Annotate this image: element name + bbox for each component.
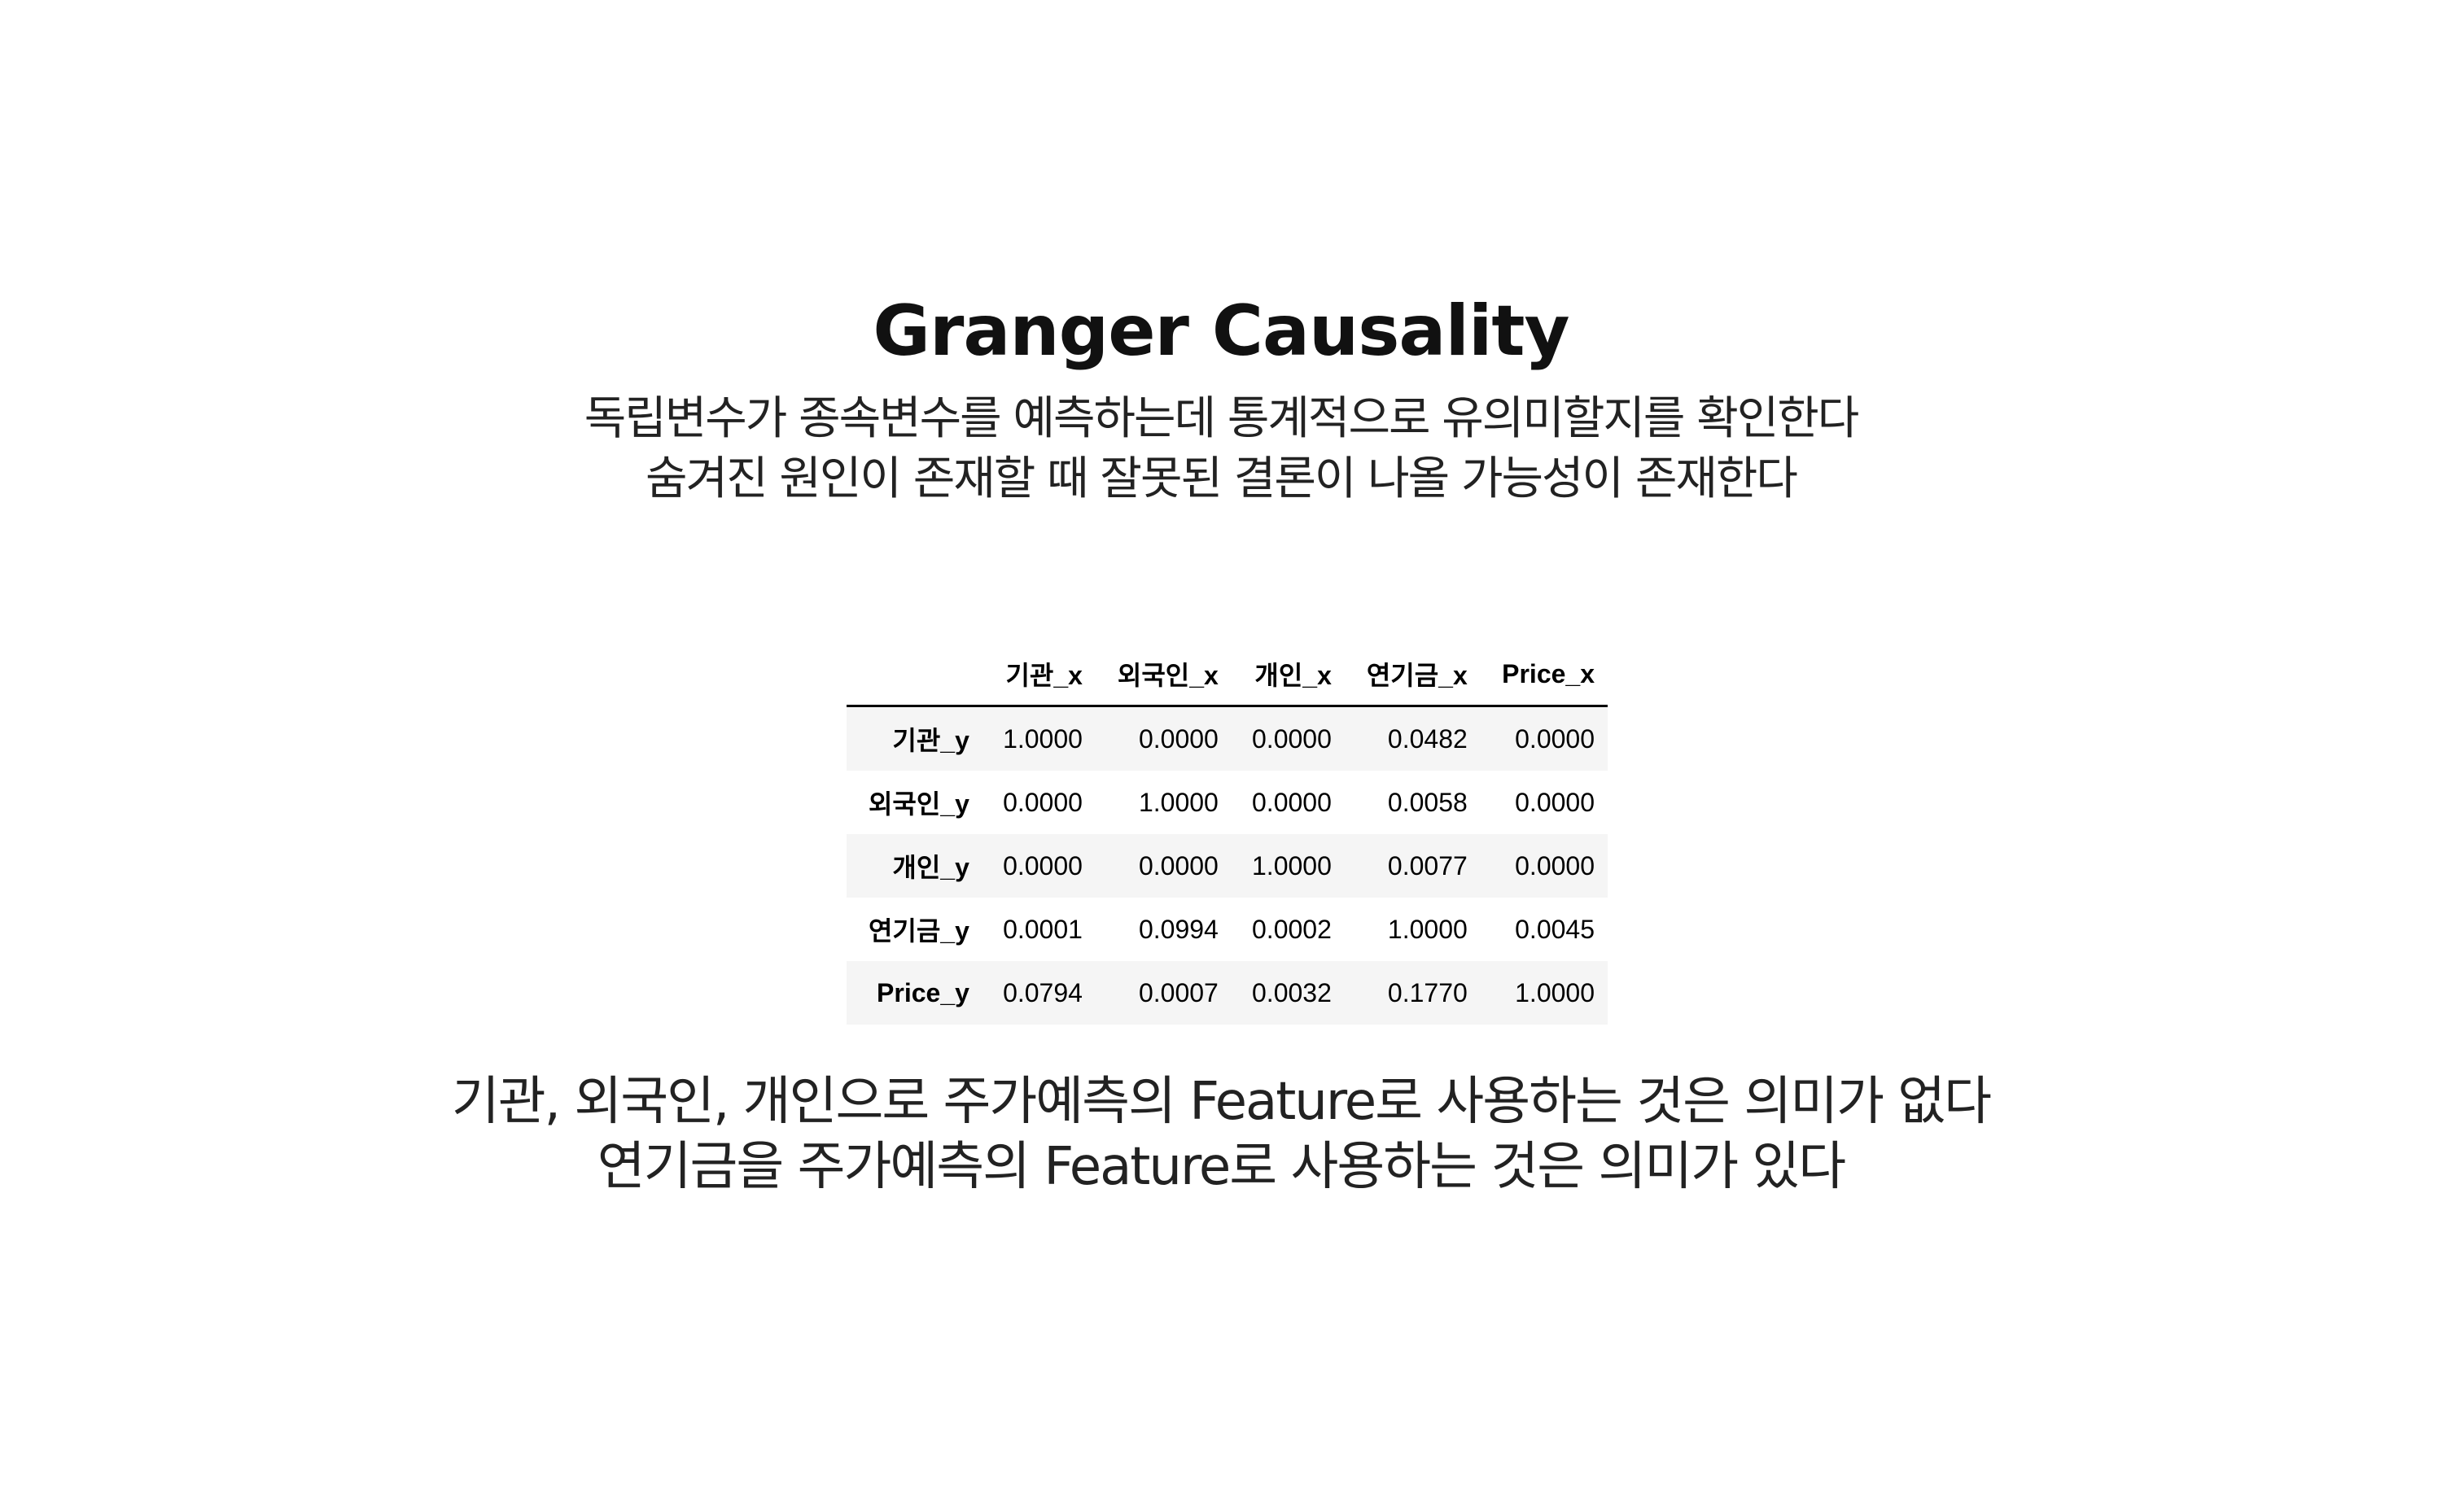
table-cell: 0.0000: [1515, 723, 1595, 754]
table-cell: 0.0000: [1515, 850, 1595, 881]
table-cell: 0.0000: [1003, 850, 1083, 881]
column-header: 연기금_x: [1344, 643, 1481, 707]
conclusion-line-1: 기관, 외국인, 개인으로 주가예측의 Feature로 사용하는 것은 의미가…: [451, 1072, 1992, 1132]
table-cell: 0.0045: [1515, 914, 1595, 944]
row-header: 연기금_y: [868, 916, 969, 946]
table-header-row: 기관_x 외국인_x 개인_x 연기금_x Price_x: [847, 643, 1608, 707]
table-cell: 0.0000: [1252, 787, 1332, 817]
column-header: 외국인_x: [1095, 643, 1232, 707]
table-cell: 1.0000: [1515, 977, 1595, 1007]
subtitle-line-2: 숨겨진 원인이 존재할 때 잘못된 결론이 나올 가능성이 존재한다: [646, 452, 1798, 505]
granger-pvalue-table: 기관_x 외국인_x 개인_x 연기금_x Price_x 기관_y 1.000…: [847, 643, 1608, 1025]
table-cell: 0.0058: [1387, 787, 1468, 817]
table-cell: 0.0000: [1138, 850, 1219, 881]
table-row: 연기금_y 0.0001 0.0994 0.0002 1.0000 0.0045: [847, 898, 1608, 961]
table-cell: 0.0482: [1387, 723, 1468, 754]
table-cell: 1.0000: [1003, 723, 1083, 754]
column-header: 개인_x: [1231, 643, 1345, 707]
table-cell: 0.0077: [1387, 850, 1468, 881]
table-cell: 0.0994: [1138, 914, 1219, 944]
conclusion-line-2: 연기금을 주가예측의 Feature로 사용하는 것은 의미가 있다: [597, 1137, 1846, 1197]
table-cell: 0.0000: [1003, 787, 1083, 817]
table-cell: 0.0000: [1138, 723, 1219, 754]
table-cell: 1.0000: [1252, 850, 1332, 881]
table-cell: 0.0032: [1252, 977, 1332, 1007]
table-row: Price_y 0.0794 0.0007 0.0032 0.1770 1.00…: [847, 961, 1608, 1025]
row-header: 기관_y: [892, 726, 969, 755]
table-cell: 0.1770: [1387, 977, 1468, 1007]
table-row: 기관_y 1.0000 0.0000 0.0000 0.0482 0.0000: [847, 706, 1608, 771]
table-row: 외국인_y 0.0000 1.0000 0.0000 0.0058 0.0000: [847, 771, 1608, 834]
row-header: 개인_y: [892, 853, 969, 882]
corner-header: [847, 643, 982, 707]
row-header: 외국인_y: [868, 789, 969, 819]
table-cell: 0.0002: [1252, 914, 1332, 944]
granger-table-container: 기관_x 외국인_x 개인_x 연기금_x Price_x 기관_y 1.000…: [847, 643, 1608, 1025]
table-cell: 0.0001: [1003, 914, 1083, 944]
table-cell: 1.0000: [1138, 787, 1219, 817]
table-cell: 0.0794: [1003, 977, 1083, 1007]
subtitle-line-1: 독립변수가 종속변수를 예측하는데 통계적으로 유의미할지를 확인한다: [584, 392, 1860, 445]
table-cell: 0.0000: [1515, 787, 1595, 817]
page-title: Granger Causality: [873, 291, 1569, 372]
column-header: 기관_x: [982, 643, 1096, 707]
table-cell: 0.0000: [1252, 723, 1332, 754]
table-cell: 1.0000: [1387, 914, 1468, 944]
row-header: Price_y: [877, 977, 969, 1007]
table-cell: 0.0007: [1138, 977, 1219, 1007]
table-row: 개인_y 0.0000 0.0000 1.0000 0.0077 0.0000: [847, 834, 1608, 898]
column-header: Price_x: [1480, 643, 1608, 707]
subtitle: 독립변수가 종속변수를 예측하는데 통계적으로 유의미할지를 확인한다 숨겨진 …: [0, 389, 2442, 509]
conclusion: 기관, 외국인, 개인으로 주가예측의 Feature로 사용하는 것은 의미가…: [0, 1069, 2442, 1200]
